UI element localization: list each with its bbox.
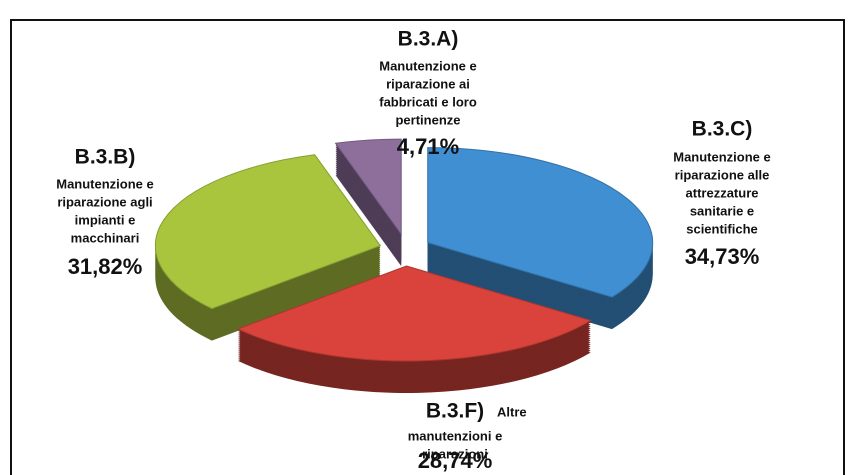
value-label: 31,82% xyxy=(68,254,143,279)
slice-description: impianti e xyxy=(75,212,136,227)
slice-description: pertinenze xyxy=(395,112,460,127)
value-label: 4,71% xyxy=(397,134,459,159)
slice-description: riparazione ai xyxy=(386,76,470,91)
slice xyxy=(427,147,654,298)
slice-description: Manutenzione e xyxy=(673,149,771,164)
slice-description: fabbricati e loro xyxy=(379,94,477,109)
slice-description: riparazione alle xyxy=(675,167,770,182)
value-label: 28,74% xyxy=(418,448,493,473)
slice-description: macchinari xyxy=(71,230,140,245)
chart-frame xyxy=(10,19,845,475)
slice-description: scientifiche xyxy=(686,221,758,236)
slice-code: B.3.C) xyxy=(692,118,753,141)
slice xyxy=(334,138,402,236)
slice-description: Manutenzione e xyxy=(56,176,154,191)
slice-code: B.3.F) xyxy=(426,400,484,423)
slice-description: Altre xyxy=(497,404,527,419)
value-label: 34,73% xyxy=(685,244,760,269)
slice-code: B.3.A) xyxy=(398,28,459,51)
slice-description: riparazione agli xyxy=(57,194,152,209)
slice xyxy=(154,154,382,310)
slice-description: attrezzature xyxy=(686,185,759,200)
slice-description: Manutenzione e xyxy=(379,58,477,73)
slice-description: sanitarie e xyxy=(690,203,754,218)
slice-code: B.3.B) xyxy=(75,146,136,169)
slice xyxy=(236,265,592,362)
slice-description: manutenzioni e xyxy=(408,428,503,443)
slice-description: riparazioni xyxy=(422,446,488,461)
